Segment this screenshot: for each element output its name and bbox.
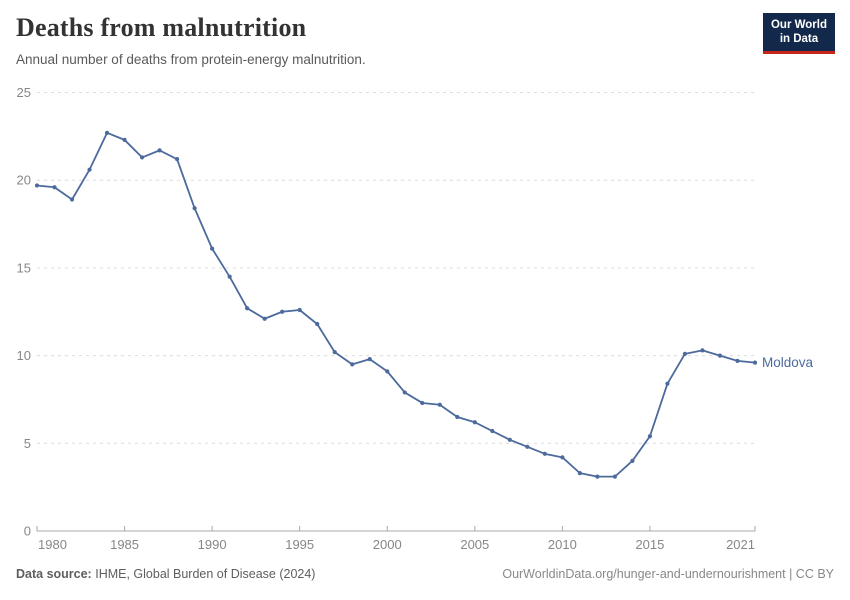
credit-link: OurWorldinData.org/hunger-and-undernouri… [502, 567, 834, 581]
series-end-label: Moldova [762, 355, 814, 370]
data-point [472, 420, 477, 425]
data-point [69, 197, 75, 202]
data-point [157, 148, 162, 153]
x-tick-label: 2010 [548, 537, 577, 552]
y-tick-label: 0 [24, 524, 31, 539]
y-tick-label: 5 [24, 436, 31, 451]
x-tick-label: 2000 [373, 537, 402, 552]
data-source: Data source: IHME, Global Burden of Dise… [16, 567, 315, 581]
data-point [437, 402, 442, 407]
page-title: Deaths from malnutrition [16, 13, 307, 42]
data-point [542, 451, 547, 456]
data-source-text: IHME, Global Burden of Disease (2024) [95, 567, 316, 581]
x-tick-label: 1995 [285, 537, 314, 552]
data-point [665, 381, 670, 386]
data-point [612, 474, 618, 479]
data-point [525, 444, 530, 449]
page-subtitle: Annual number of deaths from protein-ene… [16, 52, 366, 67]
data-point [210, 246, 215, 251]
chart-footer: Data source: IHME, Global Burden of Dise… [16, 567, 834, 581]
data-point [104, 130, 110, 135]
owid-logo-line1: Our World [770, 19, 827, 31]
data-point [52, 185, 57, 190]
x-tick-label: 1990 [198, 537, 227, 552]
data-point [700, 348, 705, 353]
data-point [280, 309, 285, 314]
data-point [402, 390, 407, 395]
data-point [297, 307, 302, 313]
y-tick-label: 25 [17, 85, 31, 100]
x-tick-label: 2021 [726, 537, 755, 552]
data-point [717, 353, 723, 358]
data-point [735, 358, 740, 363]
y-tick-label: 10 [17, 348, 31, 363]
data-point [682, 351, 688, 356]
data-point [332, 349, 337, 355]
data-point [315, 321, 320, 327]
data-point [560, 455, 565, 460]
x-tick-label: 2015 [635, 537, 664, 552]
data-point [455, 414, 460, 420]
y-tick-label: 15 [17, 260, 31, 275]
x-tick-label: 1980 [38, 537, 67, 552]
data-point [227, 274, 232, 279]
data-point [87, 167, 92, 172]
x-tick-label: 1985 [110, 537, 139, 552]
data-point [385, 369, 390, 374]
x-tick-label: 2005 [460, 537, 489, 552]
data-point [752, 360, 758, 365]
data-point [367, 357, 372, 362]
data-source-label: Data source: [16, 567, 92, 581]
data-point [139, 155, 145, 160]
data-point [350, 362, 355, 367]
data-point [192, 206, 197, 211]
data-point [507, 437, 512, 442]
owid-logo: Our World in Data [762, 13, 835, 54]
data-point [122, 137, 127, 142]
data-point [490, 428, 495, 434]
data-point [245, 306, 250, 311]
data-point [174, 157, 180, 162]
data-point [262, 316, 267, 321]
data-point [647, 434, 653, 439]
data-point [630, 458, 635, 463]
data-point [34, 183, 40, 188]
trend-line [36, 131, 756, 478]
owid-logo-line2: in Data [779, 33, 819, 46]
data-point [577, 471, 582, 476]
data-point [420, 400, 425, 406]
y-tick-label: 20 [17, 173, 31, 188]
data-point [595, 474, 600, 479]
